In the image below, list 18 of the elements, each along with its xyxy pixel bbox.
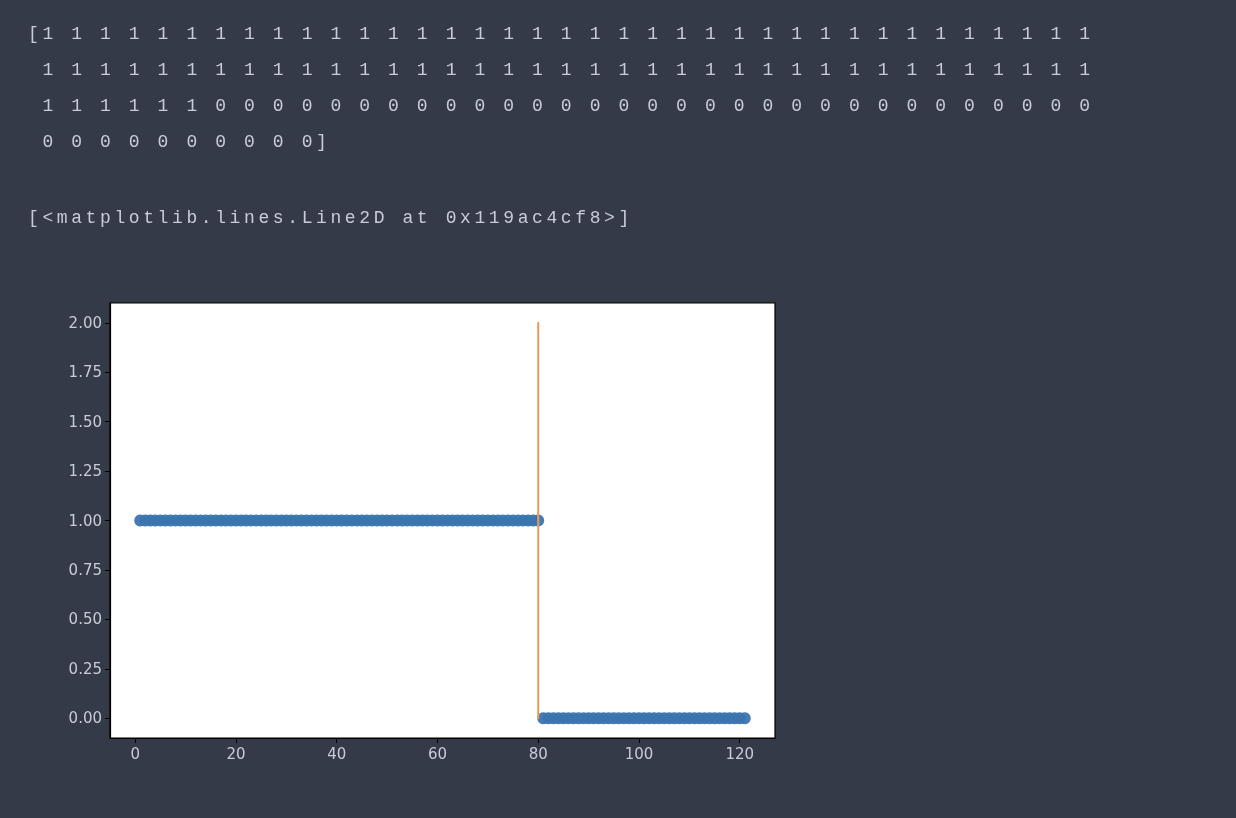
x-tick-label: 60 [427,744,448,763]
y-tick-label: 1.00 [68,511,102,530]
text: [1 1 1 1 1 1 1 1 1 1 1 1 1 1 1 1 1 1 1 1 1 1 1 1 1 1 1 1 1 1 1 1 1 1 1 1 1 1 1 1 1 1 1 1 1 1 1 1 1 1 1 1 1 1 1 1 1 1 1 1 1 1 1 1 1 1 1 1 1 1 1 1 1 1 1 1 1 1 1 1 0 0 0 0 0 0 0 0 0 0 0 0 0 0 0 0 0 0 0 0 0 0 0 0 0 0 0 0 0 0 0 0 0 0 0 0 0 0 0 0 0] [28,23,1094,154]
y-tick-label: 1.50 [68,412,102,431]
y-tick-label: 0.75 [68,560,102,579]
y-tick-label: 1.75 [68,363,102,382]
y-tick-label: 0.00 [68,709,102,728]
x-tick-label: 100 [624,744,654,763]
x-tick-label: 0 [130,744,140,763]
x-tick-label: 80 [528,744,548,763]
x-tick-label: 120 [725,744,755,763]
text: [<matplotlib.lines.Line2D at 0x119ac4cf8>] [28,207,634,230]
x-tick-label: 20 [226,744,246,763]
y-tick-label: 0.25 [68,659,102,678]
y-tick-label: 2.00 [68,313,102,332]
y-tick-label: 1.25 [68,462,102,481]
x-tick-label: 40 [327,744,347,763]
y-tick-label: 0.50 [68,610,102,629]
